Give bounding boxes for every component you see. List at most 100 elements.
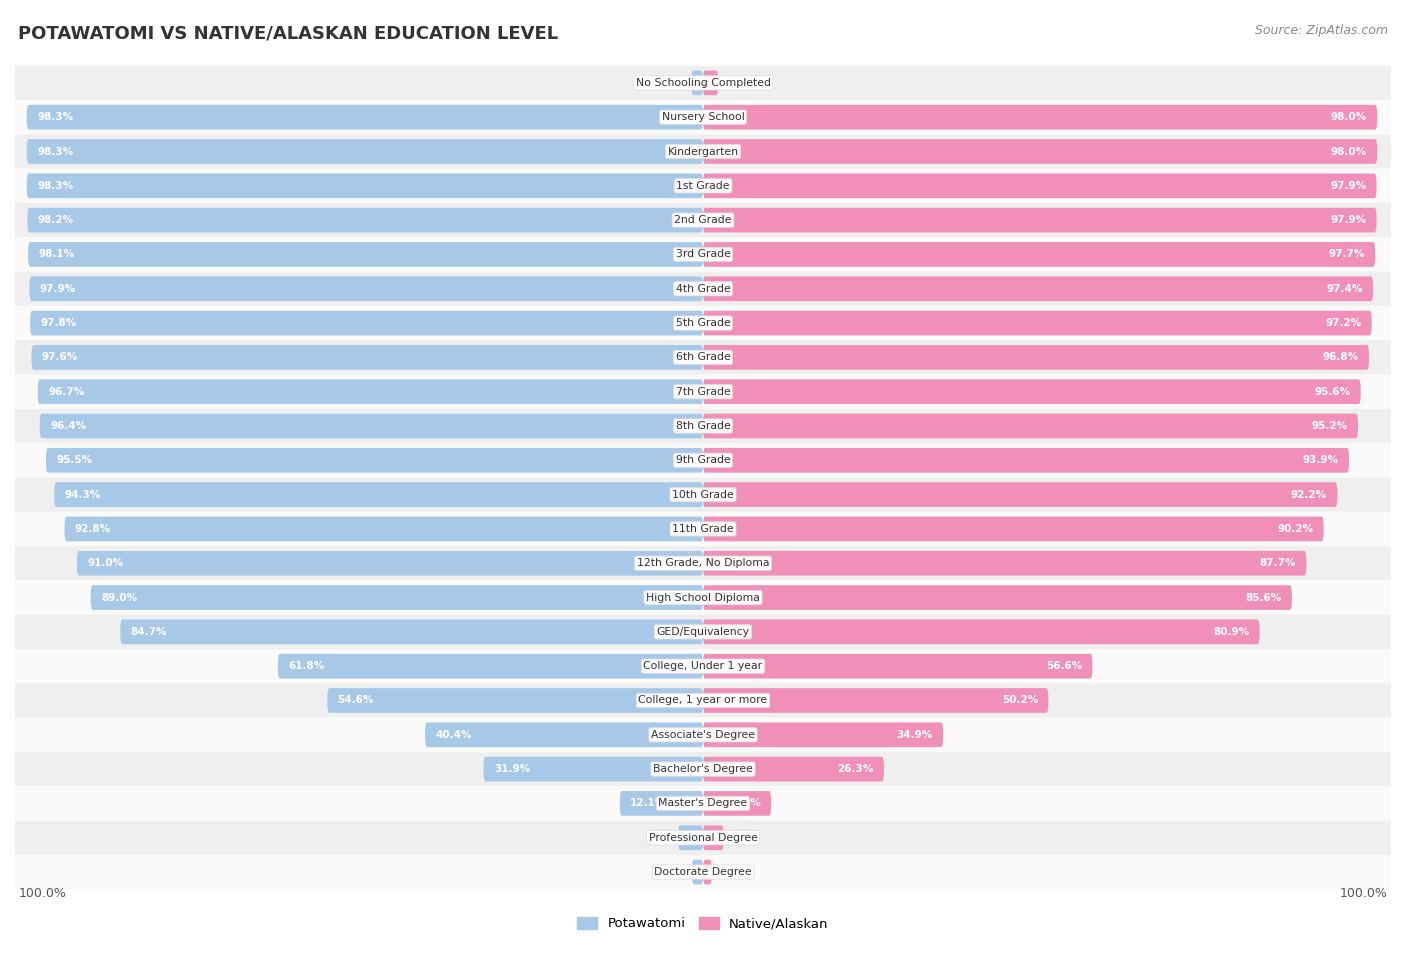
- FancyBboxPatch shape: [678, 826, 703, 850]
- Text: 100.0%: 100.0%: [1340, 887, 1388, 900]
- FancyBboxPatch shape: [703, 139, 1378, 164]
- Text: 96.4%: 96.4%: [51, 421, 86, 431]
- Text: 93.9%: 93.9%: [1303, 455, 1339, 465]
- Text: 97.6%: 97.6%: [42, 352, 79, 363]
- FancyBboxPatch shape: [703, 70, 718, 96]
- FancyBboxPatch shape: [27, 174, 703, 198]
- Text: 85.6%: 85.6%: [1246, 593, 1282, 603]
- Text: 97.2%: 97.2%: [1326, 318, 1361, 328]
- FancyBboxPatch shape: [425, 722, 703, 747]
- Text: Source: ZipAtlas.com: Source: ZipAtlas.com: [1254, 24, 1388, 37]
- FancyBboxPatch shape: [28, 242, 703, 267]
- FancyBboxPatch shape: [55, 483, 703, 507]
- FancyBboxPatch shape: [15, 409, 1391, 444]
- Text: 12.1%: 12.1%: [630, 799, 666, 808]
- Text: 95.2%: 95.2%: [1312, 421, 1348, 431]
- Text: 5th Grade: 5th Grade: [676, 318, 730, 328]
- FancyBboxPatch shape: [703, 757, 884, 781]
- Text: 97.9%: 97.9%: [39, 284, 76, 293]
- Text: 98.0%: 98.0%: [1331, 146, 1367, 157]
- Text: Associate's Degree: Associate's Degree: [651, 730, 755, 740]
- Text: 96.7%: 96.7%: [48, 387, 84, 397]
- FancyBboxPatch shape: [15, 203, 1391, 237]
- FancyBboxPatch shape: [703, 345, 1369, 370]
- Text: 89.0%: 89.0%: [101, 593, 138, 603]
- FancyBboxPatch shape: [15, 580, 1391, 614]
- Text: 87.7%: 87.7%: [1260, 559, 1296, 568]
- Text: 95.6%: 95.6%: [1315, 387, 1350, 397]
- FancyBboxPatch shape: [65, 517, 703, 541]
- Text: 61.8%: 61.8%: [288, 661, 325, 671]
- FancyBboxPatch shape: [30, 276, 703, 301]
- FancyBboxPatch shape: [15, 169, 1391, 203]
- Text: 100.0%: 100.0%: [18, 887, 66, 900]
- FancyBboxPatch shape: [15, 478, 1391, 512]
- FancyBboxPatch shape: [39, 413, 703, 439]
- Text: 98.3%: 98.3%: [37, 112, 73, 122]
- FancyBboxPatch shape: [15, 237, 1391, 272]
- FancyBboxPatch shape: [703, 654, 1092, 679]
- FancyBboxPatch shape: [31, 345, 703, 370]
- FancyBboxPatch shape: [15, 444, 1391, 478]
- Text: 9th Grade: 9th Grade: [676, 455, 730, 465]
- Legend: Potawatomi, Native/Alaskan: Potawatomi, Native/Alaskan: [572, 912, 834, 935]
- FancyBboxPatch shape: [15, 340, 1391, 374]
- Text: 8th Grade: 8th Grade: [676, 421, 730, 431]
- Text: Kindergarten: Kindergarten: [668, 146, 738, 157]
- FancyBboxPatch shape: [121, 619, 703, 644]
- Text: 1st Grade: 1st Grade: [676, 180, 730, 191]
- Text: High School Diploma: High School Diploma: [647, 593, 759, 603]
- Text: 96.8%: 96.8%: [1323, 352, 1358, 363]
- FancyBboxPatch shape: [15, 786, 1391, 821]
- FancyBboxPatch shape: [15, 855, 1391, 889]
- Text: 2nd Grade: 2nd Grade: [675, 215, 731, 225]
- Text: 26.3%: 26.3%: [838, 764, 873, 774]
- Text: 10th Grade: 10th Grade: [672, 489, 734, 499]
- FancyBboxPatch shape: [15, 718, 1391, 752]
- FancyBboxPatch shape: [328, 688, 703, 713]
- FancyBboxPatch shape: [703, 826, 724, 850]
- FancyBboxPatch shape: [703, 448, 1348, 473]
- FancyBboxPatch shape: [703, 688, 1049, 713]
- FancyBboxPatch shape: [703, 276, 1374, 301]
- Text: 97.4%: 97.4%: [1326, 284, 1362, 293]
- FancyBboxPatch shape: [703, 860, 711, 884]
- Text: 54.6%: 54.6%: [337, 695, 374, 706]
- Text: 98.2%: 98.2%: [38, 215, 75, 225]
- Text: 9.9%: 9.9%: [733, 799, 761, 808]
- Text: 98.1%: 98.1%: [38, 250, 75, 259]
- Text: 50.2%: 50.2%: [1002, 695, 1038, 706]
- Text: 1.7%: 1.7%: [658, 78, 685, 88]
- Text: 3rd Grade: 3rd Grade: [675, 250, 731, 259]
- Text: No Schooling Completed: No Schooling Completed: [636, 78, 770, 88]
- Text: 97.9%: 97.9%: [1330, 215, 1367, 225]
- FancyBboxPatch shape: [703, 551, 1306, 575]
- FancyBboxPatch shape: [703, 242, 1375, 267]
- Text: Bachelor's Degree: Bachelor's Degree: [652, 764, 754, 774]
- Text: 98.3%: 98.3%: [37, 180, 73, 191]
- FancyBboxPatch shape: [620, 791, 703, 816]
- FancyBboxPatch shape: [46, 448, 703, 473]
- Text: College, Under 1 year: College, Under 1 year: [644, 661, 762, 671]
- FancyBboxPatch shape: [15, 65, 1391, 100]
- FancyBboxPatch shape: [703, 208, 1376, 232]
- FancyBboxPatch shape: [703, 483, 1337, 507]
- Text: 97.9%: 97.9%: [1330, 180, 1367, 191]
- FancyBboxPatch shape: [484, 757, 703, 781]
- Text: Nursery School: Nursery School: [662, 112, 744, 122]
- Text: Master's Degree: Master's Degree: [658, 799, 748, 808]
- FancyBboxPatch shape: [703, 722, 943, 747]
- Text: 2.2%: 2.2%: [725, 78, 752, 88]
- FancyBboxPatch shape: [692, 70, 703, 96]
- Text: 97.7%: 97.7%: [1329, 250, 1365, 259]
- Text: 92.8%: 92.8%: [75, 524, 111, 534]
- Text: 11th Grade: 11th Grade: [672, 524, 734, 534]
- FancyBboxPatch shape: [15, 272, 1391, 306]
- FancyBboxPatch shape: [15, 614, 1391, 649]
- Text: 92.2%: 92.2%: [1291, 489, 1327, 499]
- FancyBboxPatch shape: [703, 174, 1376, 198]
- Text: 40.4%: 40.4%: [436, 730, 472, 740]
- FancyBboxPatch shape: [703, 791, 770, 816]
- FancyBboxPatch shape: [27, 105, 703, 130]
- FancyBboxPatch shape: [703, 585, 1292, 610]
